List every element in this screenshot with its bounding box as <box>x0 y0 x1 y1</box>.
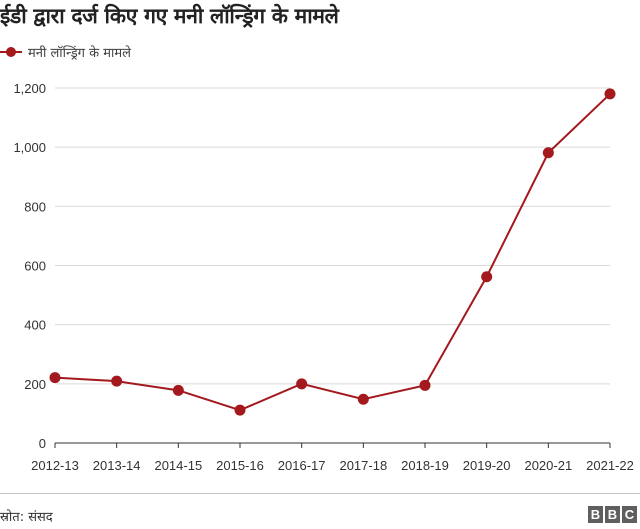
y-tick-label: 800 <box>24 199 46 214</box>
series-line <box>54 93 611 412</box>
data-point <box>419 379 431 391</box>
data-point <box>296 378 308 390</box>
y-tick-label: 1,000 <box>13 140 46 155</box>
y-tick-label: 200 <box>24 377 46 392</box>
y-tick-label: 400 <box>24 318 46 333</box>
legend-label: मनी लॉन्ड्रिंग के मामले <box>28 46 131 61</box>
data-point <box>604 88 616 100</box>
data-point <box>542 147 554 159</box>
legend: मनी लॉन्ड्रिंग के मामले <box>0 43 131 61</box>
x-tick-label: 2019-20 <box>463 458 511 473</box>
source-note: स्रोत: संसद <box>0 510 53 525</box>
data-point <box>172 384 184 396</box>
data-point <box>481 271 493 283</box>
legend-marker-icon <box>0 46 22 58</box>
x-tick-label: 2014-15 <box>154 458 202 473</box>
data-point <box>234 404 246 416</box>
footer-divider <box>0 493 640 494</box>
y-tick-label: 0 <box>39 436 46 451</box>
x-tick-label: 2021-22 <box>586 458 634 473</box>
data-point <box>357 393 369 405</box>
x-tick-label: 2020-21 <box>524 458 572 473</box>
x-tick-label: 2015-16 <box>216 458 264 473</box>
line-chart: 0 200 400 600 800 1,000 1,200 2012-13 2013-14 201… <box>13 81 634 473</box>
data-point <box>49 372 61 384</box>
x-tick-label: 2012-13 <box>31 458 79 473</box>
x-tick-label: 2016-17 <box>278 458 326 473</box>
x-tick-label: 2017-18 <box>339 458 387 473</box>
y-tick-label: 1,200 <box>13 81 46 96</box>
chart-title: ईडी द्वारा दर्ज किए गए मनी लॉन्ड्रिंग के… <box>0 4 339 28</box>
x-tick-label: 2018-19 <box>401 458 449 473</box>
y-tick-label: 600 <box>24 259 46 274</box>
x-tick-label: 2013-14 <box>93 458 141 473</box>
data-point <box>111 375 123 387</box>
